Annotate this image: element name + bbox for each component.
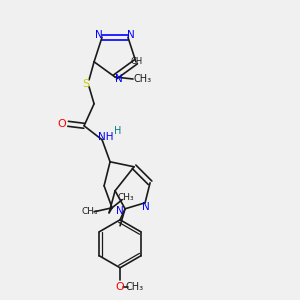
Text: O: O bbox=[116, 282, 124, 292]
Text: H: H bbox=[114, 126, 122, 136]
Text: N: N bbox=[95, 30, 103, 40]
Text: CH₃: CH₃ bbox=[82, 207, 98, 216]
Text: CH₃: CH₃ bbox=[134, 74, 152, 84]
Text: CH₃: CH₃ bbox=[125, 282, 143, 292]
Text: CH₃: CH₃ bbox=[118, 193, 134, 202]
Text: N: N bbox=[127, 30, 135, 40]
Text: NH: NH bbox=[98, 132, 114, 142]
Text: N: N bbox=[115, 74, 123, 84]
Text: S: S bbox=[82, 79, 90, 89]
Text: O: O bbox=[58, 119, 67, 129]
Text: N: N bbox=[142, 202, 150, 212]
Text: CH: CH bbox=[131, 57, 143, 66]
Text: N: N bbox=[116, 206, 124, 216]
